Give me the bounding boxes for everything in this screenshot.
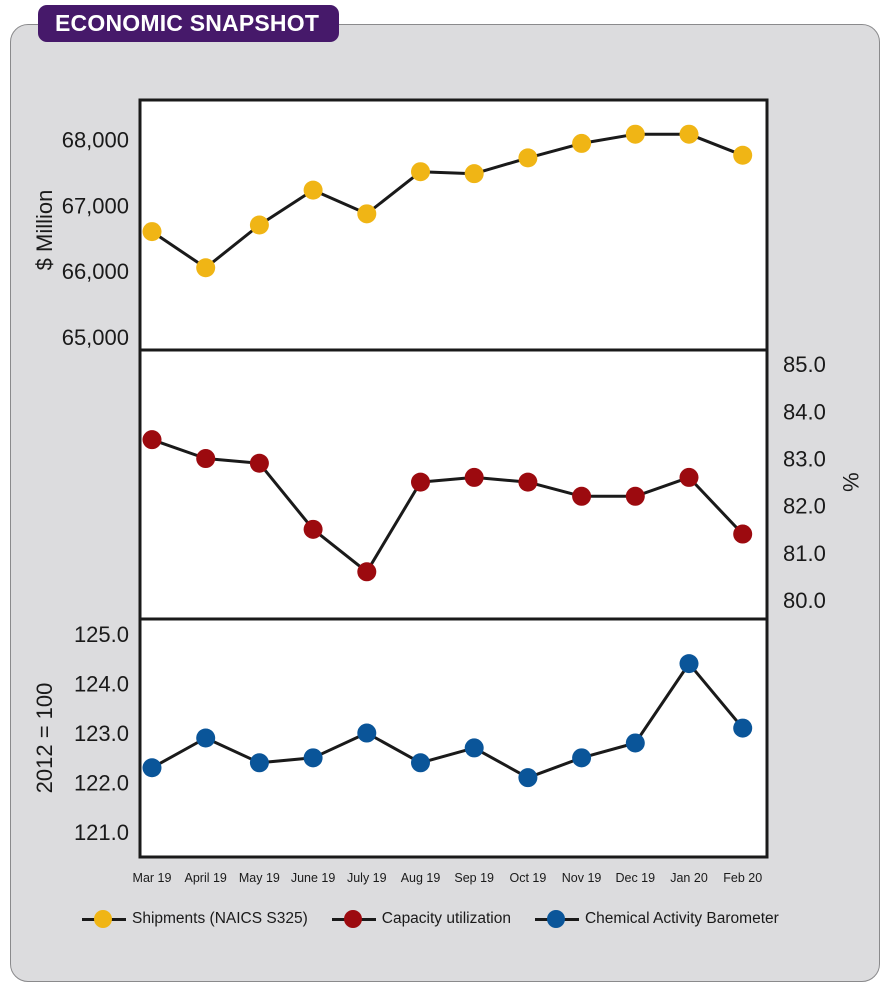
shipments-axis-title: $ Million	[32, 190, 57, 271]
capacity-point-8	[572, 486, 592, 506]
shipments-point-9	[625, 124, 645, 144]
cab-tick-label: 123.0	[74, 721, 129, 746]
cab-point-11	[733, 718, 753, 738]
capacity-tick-label: 82.0	[783, 494, 826, 519]
x-tick-label: Dec 19	[615, 871, 655, 885]
panel-frames	[138, 98, 769, 859]
x-tick-label: Mar 19	[133, 871, 172, 885]
shipments-point-4	[357, 204, 377, 224]
x-tick-label: Feb 20	[723, 871, 762, 885]
legend-label-shipments: Shipments (NAICS S325)	[132, 910, 308, 927]
shipments-point-11	[733, 145, 753, 165]
legend-symbol-shipments	[80, 909, 128, 929]
cab-point-9	[625, 733, 645, 753]
cab-point-10	[679, 654, 699, 674]
capacity-point-5	[411, 472, 430, 492]
cab-point-3	[303, 748, 323, 768]
capacity-point-9	[625, 486, 645, 506]
cab-tick-label: 122.0	[74, 771, 129, 796]
x-tick-label: April 19	[185, 871, 227, 885]
capacity-axis-title: %	[838, 472, 863, 492]
cab-point-7	[518, 768, 538, 788]
cab-tick-label: 125.0	[74, 622, 129, 647]
capacity-point-2	[249, 453, 269, 473]
legend-symbol-capacity	[330, 909, 378, 929]
shipments-point-1	[196, 258, 216, 278]
shipments-point-8	[572, 133, 592, 153]
shipments-point-10	[679, 124, 699, 144]
x-tick-label: Aug 19	[401, 871, 441, 885]
capacity-point-7	[518, 472, 538, 492]
shipments-tick-label: 66,000	[62, 259, 129, 284]
legend-label-cab: Chemical Activity Barometer	[584, 910, 779, 927]
shipments-tick-label: 67,000	[62, 193, 129, 218]
legend-symbol-cab	[533, 909, 581, 929]
legend-item-shipments: Shipments (NAICS S325)	[80, 909, 308, 929]
x-tick-label: Oct 19	[509, 871, 546, 885]
legend: Shipments (NAICS S325) Capacity utilizat…	[80, 905, 801, 933]
shipments-point-5	[411, 162, 430, 182]
shipments-point-7	[518, 148, 538, 168]
cab-point-5	[411, 753, 430, 773]
cab-tick-label: 121.0	[74, 820, 129, 845]
shipments-tick-label: 65,000	[62, 325, 129, 350]
capacity-tick-label: 85.0	[783, 352, 826, 377]
legend-item-cab: Chemical Activity Barometer	[533, 909, 779, 929]
cab-point-8	[572, 748, 592, 768]
cab-tick-label: 124.0	[74, 671, 129, 696]
capacity-point-3	[303, 519, 323, 539]
shipments-tick-label: 68,000	[62, 127, 129, 152]
x-tick-label: June 19	[291, 871, 336, 885]
cab-point-1	[196, 728, 216, 748]
capacity-point-10	[679, 467, 699, 487]
x-tick-label: Sep 19	[454, 871, 494, 885]
capacity-tick-label: 84.0	[783, 399, 826, 424]
cab-point-2	[249, 753, 269, 773]
capacity-point-0	[142, 430, 162, 450]
cab-point-0	[142, 758, 162, 778]
shipments-point-0	[142, 222, 162, 242]
series-layer	[142, 124, 753, 788]
capacity-point-4	[357, 562, 377, 582]
x-tick-label: July 19	[347, 871, 387, 885]
capacity-tick-label: 80.0	[783, 588, 826, 613]
legend-label-capacity: Capacity utilization	[381, 910, 511, 927]
cab-axis-title: 2012 = 100	[32, 683, 57, 794]
capacity-tick-label: 81.0	[783, 541, 826, 566]
panel-frame-cab	[138, 617, 769, 859]
x-tick-label: Jan 20	[670, 871, 708, 885]
cab-line	[151, 662, 744, 780]
capacity-point-11	[733, 524, 753, 544]
capacity-point-1	[196, 449, 216, 469]
shipments-point-3	[303, 180, 323, 200]
capacity-point-6	[464, 467, 484, 487]
shipments-point-6	[464, 164, 484, 184]
axis-labels: 65,000 66,000 67,000 68,000 $ Million 80.0 81.…	[32, 127, 863, 885]
x-tick-label: May 19	[239, 871, 280, 885]
legend-item-capacity: Capacity utilization	[330, 909, 511, 929]
x-tick-label: Nov 19	[562, 871, 602, 885]
capacity-tick-label: 83.0	[783, 447, 826, 472]
shipments-point-2	[249, 215, 269, 235]
cab-point-6	[464, 738, 484, 758]
chart-title-tag: ECONOMIC SNAPSHOT	[38, 5, 340, 42]
cab-point-4	[357, 723, 377, 743]
